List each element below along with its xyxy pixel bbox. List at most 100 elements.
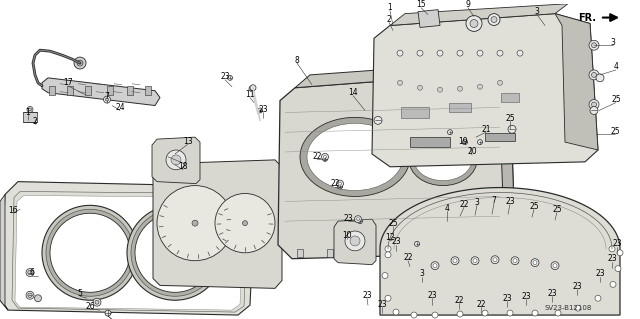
Circle shape — [477, 140, 483, 145]
Circle shape — [26, 291, 34, 299]
Circle shape — [93, 298, 101, 306]
Text: 23: 23 — [362, 291, 372, 300]
Text: 23: 23 — [505, 197, 515, 206]
Polygon shape — [42, 78, 160, 106]
Circle shape — [192, 220, 198, 226]
Polygon shape — [487, 189, 513, 223]
Circle shape — [609, 246, 615, 252]
Polygon shape — [334, 219, 376, 265]
Polygon shape — [418, 10, 440, 27]
Circle shape — [382, 272, 388, 278]
Circle shape — [243, 221, 248, 226]
Ellipse shape — [414, 139, 472, 181]
Circle shape — [610, 281, 616, 287]
Text: 22: 22 — [476, 300, 486, 309]
Text: 25: 25 — [552, 205, 562, 214]
Circle shape — [497, 50, 503, 56]
Circle shape — [227, 75, 232, 80]
Bar — [501, 93, 519, 102]
Circle shape — [104, 96, 111, 103]
Bar — [297, 249, 303, 257]
Circle shape — [591, 102, 596, 107]
Text: 4: 4 — [445, 204, 449, 213]
Circle shape — [339, 182, 342, 185]
Circle shape — [596, 74, 604, 82]
Circle shape — [595, 295, 601, 301]
Circle shape — [590, 107, 598, 115]
Circle shape — [589, 70, 599, 80]
Text: 22: 22 — [454, 296, 464, 305]
Polygon shape — [393, 224, 428, 263]
Circle shape — [74, 57, 86, 69]
Circle shape — [482, 310, 488, 316]
Text: 23: 23 — [521, 292, 531, 301]
Bar — [127, 86, 133, 95]
Circle shape — [493, 258, 497, 262]
Bar — [449, 103, 471, 112]
Circle shape — [617, 250, 623, 256]
Circle shape — [385, 246, 391, 252]
Text: 25: 25 — [505, 114, 515, 123]
Text: 23: 23 — [607, 254, 617, 263]
Circle shape — [250, 87, 253, 90]
Bar — [145, 86, 151, 95]
Circle shape — [575, 305, 581, 311]
Text: 22: 22 — [403, 253, 413, 262]
Text: 2: 2 — [387, 15, 392, 24]
Circle shape — [26, 269, 34, 277]
Text: 23: 23 — [343, 214, 353, 223]
Text: 23: 23 — [427, 291, 437, 300]
Text: 13: 13 — [183, 137, 193, 145]
Text: FR.: FR. — [578, 12, 596, 23]
Circle shape — [50, 213, 130, 292]
Text: 25: 25 — [610, 127, 620, 136]
Polygon shape — [380, 188, 620, 315]
Text: 23: 23 — [391, 237, 401, 246]
Text: 23: 23 — [502, 294, 512, 303]
Polygon shape — [372, 14, 598, 167]
Circle shape — [458, 86, 463, 91]
Circle shape — [491, 256, 499, 264]
Text: 25: 25 — [529, 202, 539, 211]
Bar — [85, 86, 91, 95]
Polygon shape — [12, 191, 248, 312]
Text: 23: 23 — [377, 300, 387, 309]
Text: 18: 18 — [179, 162, 188, 171]
Circle shape — [106, 98, 109, 101]
Text: 1: 1 — [26, 108, 30, 117]
Circle shape — [29, 108, 31, 111]
Circle shape — [257, 108, 262, 113]
Circle shape — [591, 43, 596, 48]
Circle shape — [466, 16, 482, 31]
Polygon shape — [278, 73, 515, 259]
Text: 10: 10 — [342, 232, 352, 241]
Circle shape — [551, 262, 559, 270]
Circle shape — [350, 236, 360, 246]
Circle shape — [345, 231, 365, 251]
Circle shape — [397, 80, 403, 85]
Circle shape — [591, 72, 596, 78]
Circle shape — [451, 257, 459, 265]
Circle shape — [532, 310, 538, 316]
Circle shape — [397, 50, 403, 56]
Circle shape — [453, 259, 457, 263]
Circle shape — [77, 60, 83, 66]
Circle shape — [488, 14, 500, 26]
Text: 25: 25 — [611, 95, 621, 104]
Circle shape — [533, 261, 537, 265]
Text: 7: 7 — [104, 92, 109, 101]
Circle shape — [477, 50, 483, 56]
Bar — [447, 249, 453, 257]
Text: 24: 24 — [115, 103, 125, 112]
Circle shape — [438, 87, 442, 92]
Text: 12: 12 — [385, 234, 395, 242]
Text: 23: 23 — [595, 269, 605, 278]
Bar — [357, 249, 363, 257]
Polygon shape — [555, 14, 598, 150]
Text: 11: 11 — [245, 90, 255, 99]
Circle shape — [337, 180, 344, 187]
Text: 21: 21 — [481, 125, 491, 134]
Circle shape — [215, 194, 275, 253]
Polygon shape — [295, 61, 502, 88]
Circle shape — [249, 86, 255, 92]
